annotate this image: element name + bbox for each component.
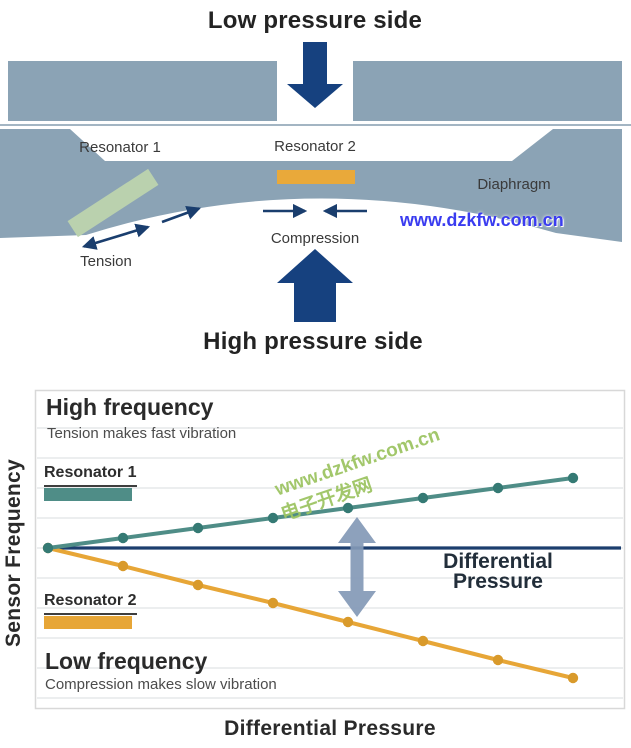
compression-label: Compression — [270, 230, 360, 247]
high-frequency-subtitle: Tension makes fast vibration — [47, 425, 237, 442]
legend-resonator1-label: Resonator 1 — [44, 464, 137, 481]
legend-resonator2-rule — [44, 613, 137, 615]
data-point — [117, 560, 129, 572]
low-pressure-title: Low pressure side — [207, 7, 423, 34]
high-frequency-title: High frequency — [46, 394, 214, 420]
diaphragm-body — [0, 129, 622, 242]
data-point — [567, 472, 579, 484]
data-point — [567, 672, 579, 684]
legend-resonator1: Resonator 1 — [44, 464, 137, 501]
data-point — [492, 482, 504, 494]
resonator1-bar — [67, 168, 159, 238]
baseline-label-line1: Differential — [443, 550, 553, 573]
resonator2-label: Resonator 2 — [274, 138, 356, 155]
tension-label: Tension — [80, 253, 132, 270]
resonator1-label: Resonator 1 — [79, 139, 161, 156]
data-point — [492, 654, 504, 666]
legend-resonator2: Resonator 2 — [44, 592, 137, 629]
chart-gridlines — [37, 427, 623, 699]
diaphragm-label: Diaphragm — [477, 176, 551, 193]
series-resonator1 — [42, 472, 579, 554]
x-axis-label: Differential Pressure — [224, 717, 436, 740]
data-point — [42, 542, 54, 554]
legend-resonator1-rule — [44, 485, 137, 487]
data-point — [342, 616, 354, 628]
frequency-gap-arrow-icon — [338, 517, 376, 617]
data-point — [342, 502, 354, 514]
legend-resonator1-swatch — [44, 488, 132, 501]
baseline-label-line2: Pressure — [453, 570, 543, 593]
high-pressure-title: High pressure side — [203, 328, 423, 355]
watermark-top: www.dzkfw.com.cn — [400, 210, 564, 230]
low-pressure-arrow-icon — [287, 42, 343, 108]
low-frequency-subtitle: Compression makes slow vibration — [45, 676, 277, 693]
data-point — [417, 635, 429, 647]
upper-block-right — [353, 61, 622, 121]
legend-resonator2-swatch — [44, 616, 132, 629]
data-point — [117, 532, 129, 544]
resonator2-bar — [277, 170, 355, 184]
upper-block-left — [8, 61, 277, 121]
baseline-label: Differential Pressure — [398, 550, 598, 593]
data-point — [417, 492, 429, 504]
data-point — [267, 597, 279, 609]
legend-resonator2-label: Resonator 2 — [44, 592, 137, 609]
y-axis-label: Sensor Frequency — [2, 458, 25, 648]
low-frequency-title: Low frequency — [45, 648, 208, 674]
high-pressure-arrow-icon — [277, 249, 353, 322]
data-point — [192, 522, 204, 534]
data-point — [192, 579, 204, 591]
data-point — [267, 512, 279, 524]
tension-arrows-icon — [81, 205, 202, 250]
